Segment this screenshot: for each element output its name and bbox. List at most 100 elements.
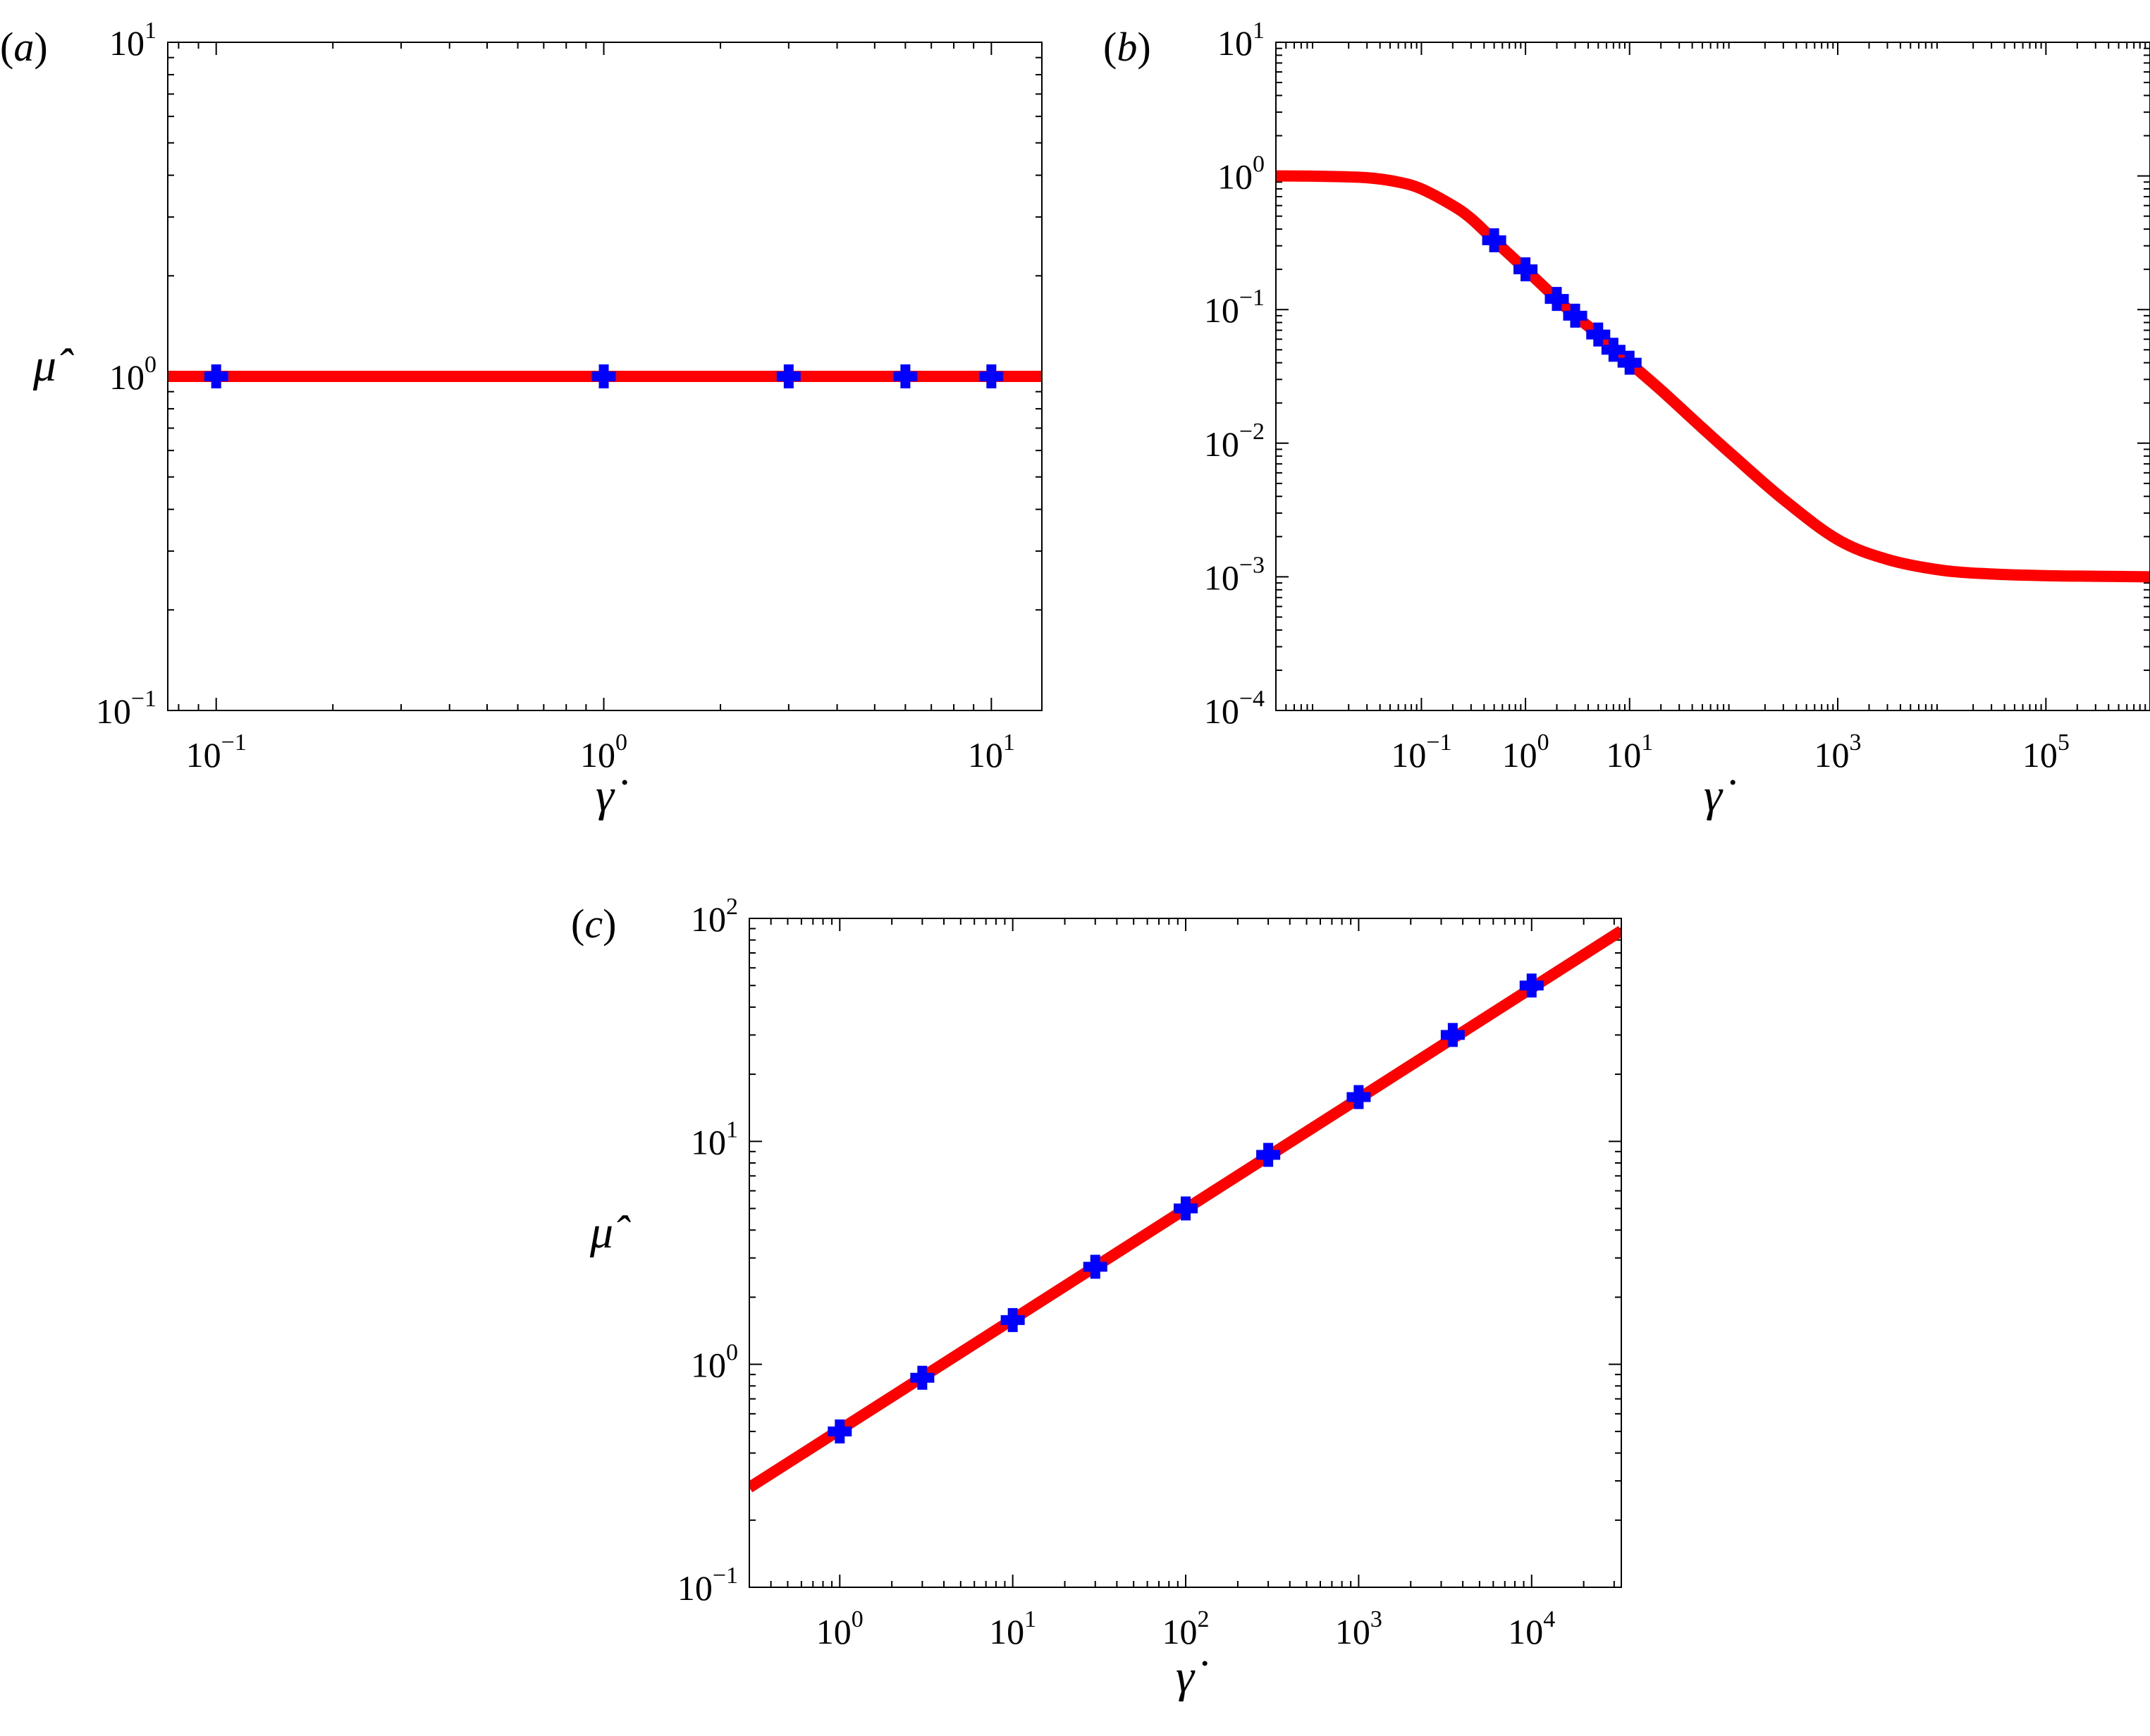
y-tick-label: 101 (109, 18, 156, 63)
data-point (1256, 1143, 1281, 1167)
y-tick-label-exponent: 0 (1253, 152, 1265, 178)
data-point (1174, 1196, 1198, 1221)
x-tick-label-base: 10 (1814, 735, 1850, 775)
data-point (1440, 1023, 1465, 1047)
y-tick-label-exponent: −1 (713, 1563, 738, 1589)
y-tick-label: 10−1 (96, 686, 156, 731)
data-point (591, 364, 616, 388)
x-tick-label-base: 10 (1162, 1612, 1198, 1651)
x-tick-label: 100 (580, 730, 627, 775)
data-point (204, 364, 228, 388)
x-tick-label: 101 (989, 1606, 1036, 1651)
y-tick-label: 101 (691, 1116, 738, 1162)
x-tick-label-exponent: 4 (1543, 1606, 1555, 1632)
y-tick-label-base: 10 (109, 23, 145, 63)
x-tick-label-exponent: 2 (1198, 1606, 1210, 1632)
x-tick-label-base: 10 (580, 735, 615, 775)
x-tick-label-exponent: 3 (1370, 1606, 1382, 1632)
data-point (1513, 257, 1538, 282)
x-tick-label: 101 (968, 730, 1015, 775)
y-tick-label-exponent: −4 (1239, 686, 1265, 712)
x-tick-label: 103 (1814, 730, 1862, 775)
y-tick-label: 102 (691, 894, 738, 939)
y-tick-label-exponent: −1 (1239, 285, 1265, 311)
data-point (776, 364, 801, 388)
x-tick-label-exponent: 1 (1024, 1606, 1036, 1632)
y-tick-label-exponent: −1 (131, 686, 156, 712)
panel-label: (b) (1103, 24, 1151, 70)
y-tick-label-exponent: 1 (145, 18, 156, 44)
panel-label: (a) (0, 24, 48, 70)
x-tick-label: 100 (1502, 730, 1549, 775)
y-tick-label-base: 10 (1204, 691, 1239, 731)
x-tick-label-base: 10 (1502, 735, 1537, 775)
y-tick-label-base: 10 (1217, 23, 1253, 63)
y-tick-label-base: 10 (109, 357, 145, 397)
x-tick-label-base: 10 (1391, 735, 1426, 775)
x-tick-label: 104 (1508, 1606, 1555, 1651)
x-axis-label: γ̇ (1176, 1651, 1208, 1702)
y-tick-label-base: 10 (1204, 290, 1239, 330)
data-point (1482, 228, 1506, 252)
x-tick-label-exponent: 1 (1641, 730, 1653, 756)
y-tick-label-exponent: −2 (1239, 419, 1265, 445)
y-tick-label-base: 10 (691, 899, 726, 939)
y-tick-label: 10−1 (677, 1563, 738, 1608)
y-tick-label-exponent: 0 (145, 352, 156, 378)
series-line (1276, 170, 2150, 583)
x-tick-label-base: 10 (1335, 1612, 1370, 1651)
y-tick-label: 10−3 (1204, 552, 1265, 597)
panel-b: 10−1 100 101 103 10510−410−310−210−1100101γ̇… (1103, 18, 2150, 821)
x-tick-label-exponent: 1 (1003, 730, 1015, 756)
data-point (1617, 350, 1642, 375)
x-tick-label: 101 (1606, 730, 1653, 775)
x-tick-label: 105 (2022, 730, 2070, 775)
x-tick-label-exponent: −1 (1426, 730, 1451, 756)
y-tick-label-base: 10 (1204, 558, 1239, 597)
data-point (910, 1365, 935, 1390)
data-point (1601, 338, 1626, 362)
x-tick-label-exponent: 3 (1850, 730, 1862, 756)
data-point (1346, 1085, 1371, 1109)
data-point (1544, 287, 1569, 312)
y-tick-label: 100 (1217, 152, 1265, 197)
x-tick-label-base: 10 (1508, 1612, 1543, 1651)
y-tick-label-exponent: 1 (1253, 18, 1265, 44)
plot-frame (1275, 42, 2150, 711)
y-axis-label: μ̂ (32, 340, 74, 391)
panel-label: (c) (571, 901, 616, 947)
data-point (1563, 303, 1587, 328)
y-tick-label-exponent: 2 (726, 894, 738, 920)
y-tick-label-exponent: 0 (726, 1340, 738, 1366)
x-tick-label-base: 10 (989, 1612, 1024, 1651)
y-tick-label-base: 10 (691, 1122, 726, 1162)
plot-frame (167, 42, 1043, 711)
y-tick-label: 10−4 (1204, 686, 1265, 731)
x-tick-label-base: 10 (2022, 735, 2058, 775)
y-tick-label-base: 10 (691, 1346, 726, 1385)
data-point (979, 364, 1004, 388)
x-tick-label-exponent: −1 (221, 730, 247, 756)
x-tick-label: 10−1 (186, 730, 247, 775)
data-point (893, 364, 918, 388)
x-tick-label: 10−1 (1391, 730, 1451, 775)
x-tick-label: 103 (1335, 1606, 1382, 1651)
y-tick-label-base: 10 (1204, 424, 1239, 464)
x-axis-label: γ̇ (1704, 770, 1736, 821)
y-tick-label: 101 (1217, 18, 1265, 63)
data-point (828, 1419, 852, 1443)
y-tick-label-base: 10 (96, 691, 131, 731)
data-point (1000, 1307, 1025, 1332)
y-tick-label-exponent: 1 (726, 1116, 738, 1143)
x-tick-label: 102 (1162, 1606, 1210, 1651)
x-tick-label-base: 10 (816, 1612, 852, 1651)
data-point (1519, 973, 1544, 998)
y-axis-label: μ̂ (589, 1207, 631, 1258)
x-tick-label-exponent: 0 (1537, 730, 1549, 756)
y-tick-label: 10−1 (1204, 285, 1265, 330)
y-tick-label-base: 10 (677, 1568, 713, 1608)
x-tick-label-base: 10 (1606, 735, 1641, 775)
